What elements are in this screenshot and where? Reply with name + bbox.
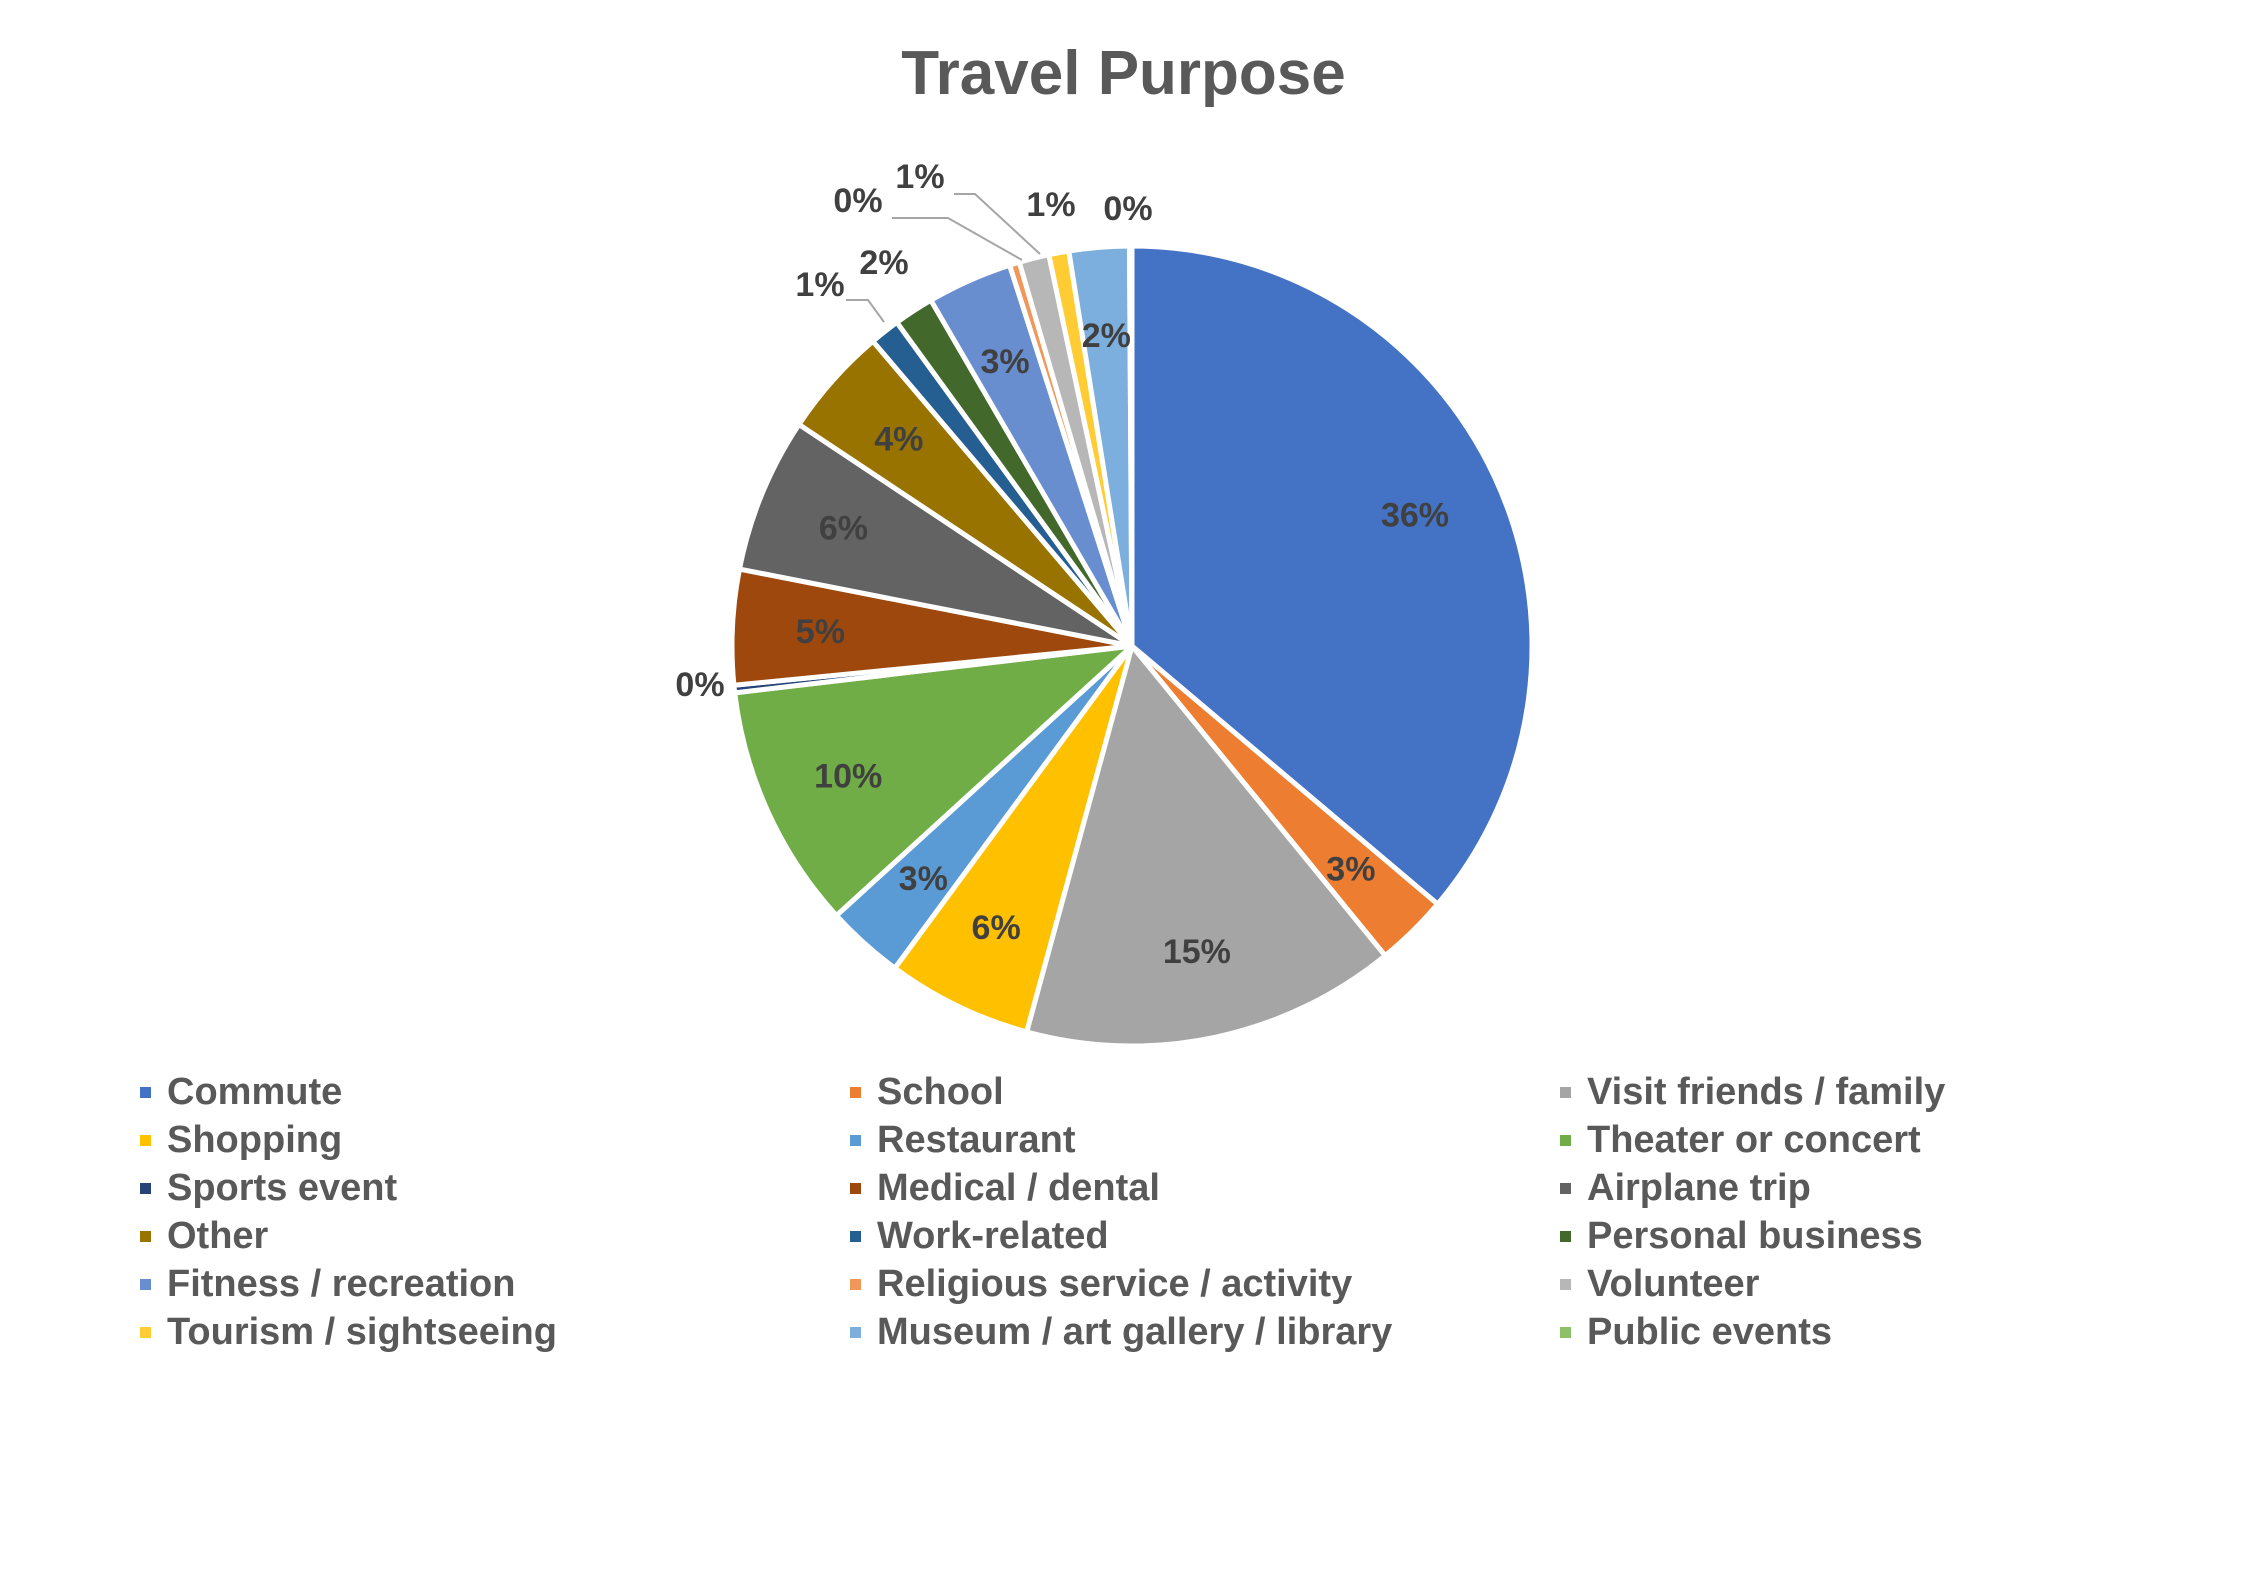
legend-label: Visit friends / family	[1587, 1070, 1946, 1113]
legend-item: School	[850, 1068, 1560, 1116]
legend-swatch	[140, 1182, 151, 1194]
pie-slice-theater-or-concert	[732, 643, 1135, 919]
legend-label: Personal business	[1587, 1214, 1923, 1257]
data-label: 0%	[833, 182, 882, 220]
legend-label: Tourism / sightseeing	[167, 1310, 557, 1353]
legend-label: Medical / dental	[877, 1166, 1160, 1209]
data-label: 2%	[1082, 317, 1131, 355]
legend-label: School	[877, 1070, 1004, 1113]
leader-line	[892, 217, 1023, 261]
legend-item: Work-related	[850, 1212, 1560, 1260]
legend-swatch	[1560, 1230, 1571, 1242]
legend-label: Commute	[167, 1070, 343, 1113]
data-label: 6%	[972, 909, 1021, 947]
legend-item: Medical / dental	[850, 1164, 1560, 1212]
legend-item: Fitness / recreation	[140, 1260, 850, 1308]
legend-swatch	[140, 1278, 151, 1290]
legend-label: Restaurant	[877, 1118, 1076, 1161]
legend-item: Volunteer	[1560, 1260, 2140, 1308]
pie-slice-shopping	[892, 643, 1135, 1035]
legend-item: Other	[140, 1212, 850, 1260]
legend-label: Shopping	[167, 1118, 343, 1161]
legend-item: Shopping	[140, 1116, 850, 1164]
legend-item: Personal business	[1560, 1212, 2140, 1260]
chart-title: Travel Purpose	[901, 39, 1346, 108]
legend-label: Fitness / recreation	[167, 1262, 516, 1305]
legend-swatch	[850, 1086, 861, 1098]
legend-item: Airplane trip	[1560, 1164, 2140, 1212]
legend-swatch	[850, 1326, 861, 1338]
pie-slice-public-events	[1126, 243, 1135, 649]
data-label: 3%	[899, 860, 948, 898]
data-label: 10%	[814, 758, 882, 796]
legend-label: Volunteer	[1587, 1262, 1760, 1305]
data-label: 1%	[795, 266, 844, 304]
leader-line	[846, 299, 885, 323]
legend-swatch	[850, 1134, 861, 1146]
data-label: 3%	[981, 343, 1030, 381]
leader-line	[954, 193, 1041, 255]
legend-item: Visit friends / family	[1560, 1068, 2140, 1116]
legend-swatch	[140, 1230, 151, 1242]
data-label: 0%	[1103, 190, 1152, 228]
legend-label: Public events	[1587, 1310, 1832, 1353]
legend-swatch	[140, 1326, 151, 1338]
legend-item: Museum / art gallery / library	[850, 1308, 1560, 1356]
legend-swatch	[1560, 1278, 1571, 1290]
legend-swatch	[850, 1182, 861, 1194]
data-label: 5%	[796, 613, 845, 651]
legend-label: Theater or concert	[1587, 1118, 1921, 1161]
legend-swatch	[1560, 1182, 1571, 1194]
legend-label: Work-related	[877, 1214, 1109, 1257]
pie-slice-airplane-trip	[736, 421, 1135, 649]
pie-slice-visit-friends-family	[1024, 643, 1388, 1049]
legend-swatch	[850, 1230, 861, 1242]
data-label: 1%	[895, 158, 944, 196]
data-label: 2%	[859, 244, 908, 282]
data-label: 1%	[1026, 186, 1075, 224]
legend-item: Restaurant	[850, 1116, 1560, 1164]
data-label: 3%	[1326, 850, 1375, 888]
legend-swatch	[1560, 1134, 1571, 1146]
data-label: 15%	[1163, 933, 1231, 971]
legend-item: Public events	[1560, 1308, 2140, 1356]
data-label: 0%	[675, 666, 724, 704]
legend-label: Religious service / activity	[877, 1262, 1353, 1305]
legend-item: Theater or concert	[1560, 1116, 2140, 1164]
legend-swatch	[1560, 1326, 1571, 1338]
legend-item: Religious service / activity	[850, 1260, 1560, 1308]
legend-swatch	[1560, 1086, 1571, 1098]
legend-swatch	[140, 1134, 151, 1146]
legend-swatch	[850, 1278, 861, 1290]
data-label: 4%	[874, 421, 923, 459]
data-label: 6%	[819, 509, 868, 547]
legend-item: Tourism / sightseeing	[140, 1308, 850, 1356]
legend-swatch	[140, 1086, 151, 1098]
pie-slice-commute	[1129, 243, 1535, 907]
legend-item: Sports event	[140, 1164, 850, 1212]
legend-label: Sports event	[167, 1166, 398, 1209]
legend-item: Commute	[140, 1068, 850, 1116]
data-label: 36%	[1381, 497, 1449, 535]
legend-label: Other	[167, 1214, 269, 1257]
legend-label: Airplane trip	[1587, 1166, 1811, 1209]
legend: Commute School Visit friends / family Shopp…	[140, 1068, 2140, 1356]
legend-label: Museum / art gallery / library	[877, 1310, 1393, 1353]
